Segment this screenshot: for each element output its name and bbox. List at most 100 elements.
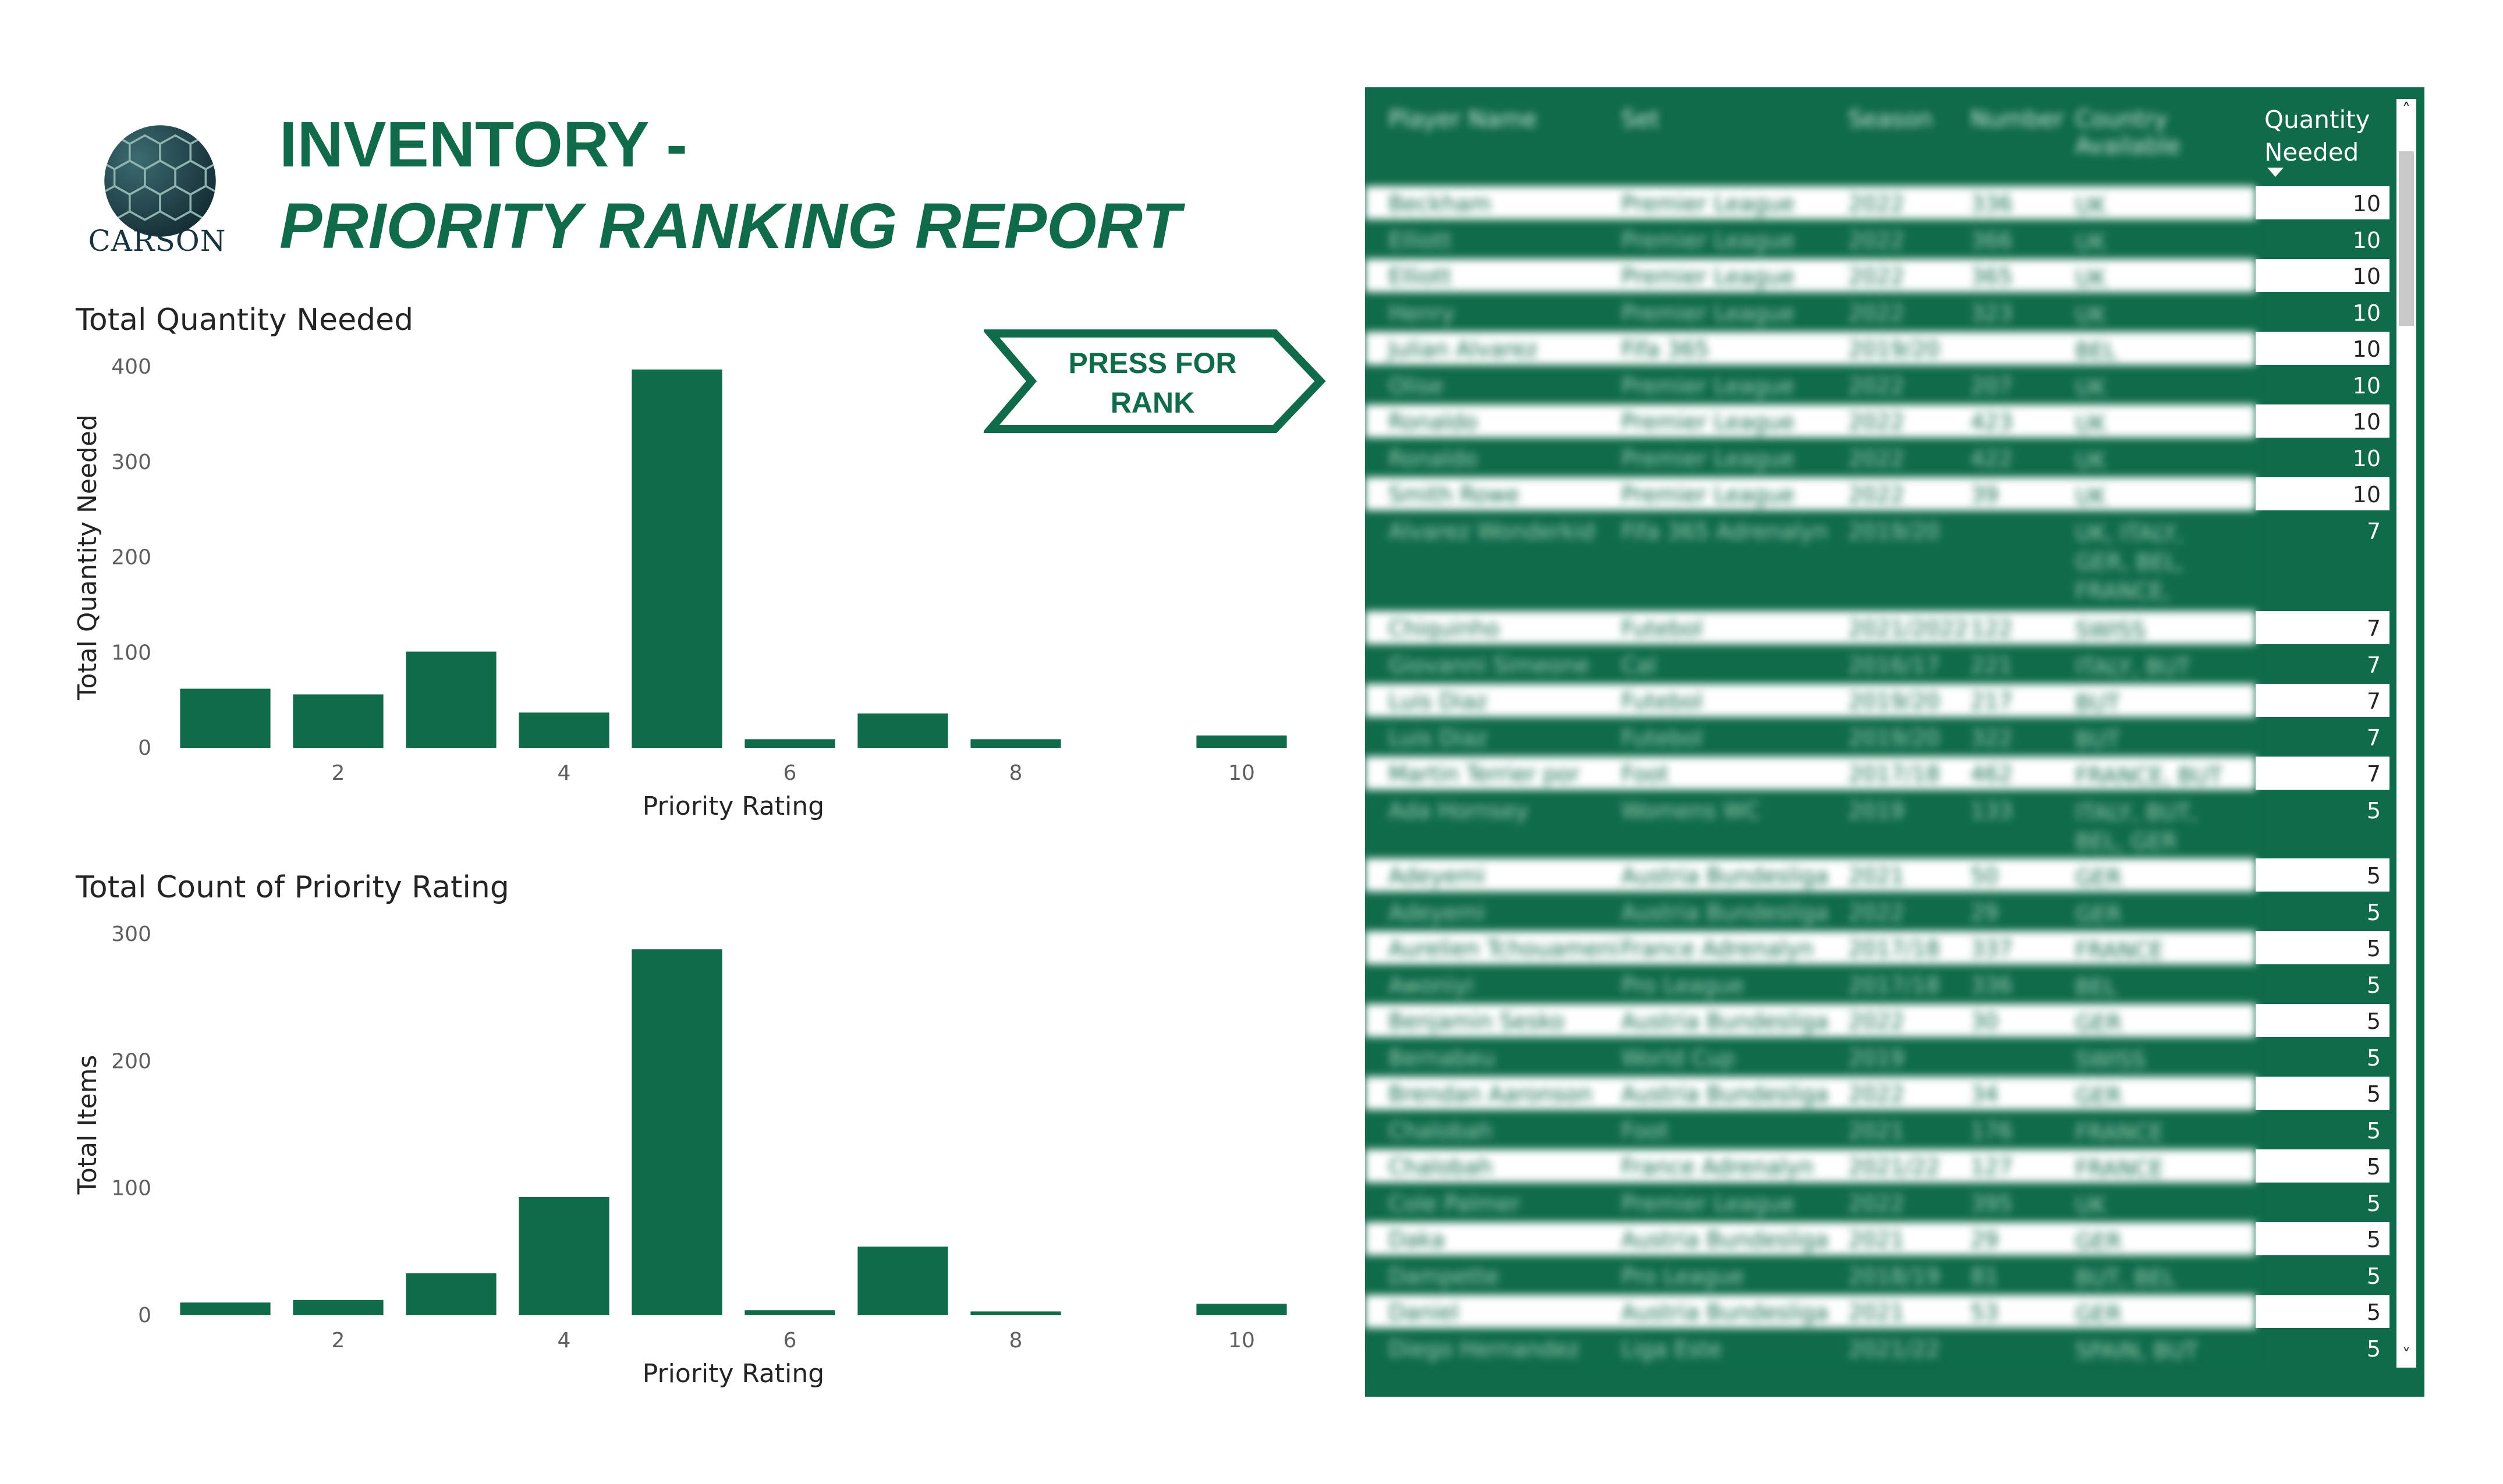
- chart-bar[interactable]: [519, 1197, 609, 1315]
- table-cell: FRANCE: [2075, 1156, 2164, 1181]
- chart-bar[interactable]: [857, 713, 948, 748]
- table-cell: Chiquinho: [1388, 616, 1500, 641]
- chart-bar[interactable]: [1196, 1304, 1287, 1315]
- table-cell: 2021: [1848, 863, 1905, 889]
- table-row[interactable]: [1365, 259, 2256, 292]
- table-row[interactable]: [1365, 1331, 2256, 1364]
- y-tick-label: 0: [138, 1304, 151, 1327]
- table-cell: 2021: [1848, 1117, 1905, 1144]
- table-cell: Luis Diaz: [1388, 725, 1488, 751]
- chart-bar[interactable]: [406, 1273, 497, 1315]
- table-row[interactable]: [1365, 222, 2256, 255]
- table-row[interactable]: [1365, 967, 2256, 1000]
- priority-table[interactable]: Player Name Set Season Number Country Availa…: [1365, 87, 2424, 1397]
- table-row[interactable]: [1365, 186, 2256, 219]
- chart-bar[interactable]: [180, 688, 271, 748]
- quantity-needed-cell: 5: [2366, 936, 2381, 961]
- table-cell: Adeyemi: [1388, 863, 1486, 889]
- table-row[interactable]: [1365, 1222, 2256, 1255]
- table-row[interactable]: [1365, 295, 2256, 328]
- quantity-needed-cell: 10: [2352, 191, 2381, 216]
- table-cell: Premier League: [1621, 1190, 1795, 1216]
- sort-descending-icon[interactable]: [2267, 168, 2284, 177]
- table-row[interactable]: [1365, 793, 2256, 855]
- x-axis-label: Priority Rating: [643, 791, 824, 821]
- chart-bar[interactable]: [406, 651, 497, 748]
- chart-bar[interactable]: [632, 369, 722, 748]
- table-row[interactable]: [1365, 1077, 2256, 1110]
- table-row[interactable]: [1365, 404, 2256, 438]
- column-header-quantity-needed[interactable]: Quantity Needed: [2264, 105, 2370, 166]
- table-cell: Futebol: [1621, 725, 1703, 751]
- table-row[interactable]: [1365, 858, 2256, 892]
- quantity-needed-cell: 5: [2366, 1190, 2381, 1216]
- table-row[interactable]: [1365, 931, 2256, 964]
- chart-bar[interactable]: [857, 1247, 948, 1315]
- scroll-up-icon[interactable]: ˄: [2402, 100, 2411, 120]
- table-cell: Foot: [1621, 761, 1669, 787]
- table-row[interactable]: [1365, 647, 2256, 680]
- table-cell: 127: [1970, 1154, 2013, 1180]
- table-row[interactable]: [1365, 720, 2256, 753]
- table-cell: 53: [1970, 1300, 1999, 1325]
- table-cell: Giovanni Simeone: [1388, 652, 1590, 678]
- table-row[interactable]: [1365, 1113, 2256, 1146]
- column-header[interactable]: Number: [1970, 106, 2064, 133]
- chart-bar[interactable]: [180, 1302, 271, 1315]
- table-cell: Premier League: [1621, 482, 1795, 507]
- table-cell: Bernabeu: [1388, 1045, 1495, 1071]
- page-title: INVENTORY -: [279, 109, 687, 180]
- chart-bar[interactable]: [744, 739, 835, 748]
- chart-bar[interactable]: [519, 712, 609, 748]
- chart-bar[interactable]: [970, 1311, 1061, 1315]
- table-cell: 122: [1970, 616, 2013, 641]
- quantity-needed-cell: 10: [2352, 445, 2381, 471]
- table-row[interactable]: [1365, 1040, 2256, 1073]
- chart-bar[interactable]: [293, 1300, 384, 1315]
- chart-bar[interactable]: [293, 694, 384, 748]
- scroll-thumb[interactable]: [2399, 151, 2414, 326]
- quantity-needed-cell: 7: [2366, 761, 2381, 787]
- chart-bar[interactable]: [1196, 735, 1287, 748]
- table-cell: Premier League: [1621, 227, 1795, 253]
- table-row[interactable]: [1365, 1258, 2256, 1291]
- table-row[interactable]: [1365, 894, 2256, 928]
- table-cell: Daniel: [1388, 1300, 1459, 1325]
- quantity-needed-cell: 5: [2366, 1009, 2381, 1034]
- quantity-cell-bg: [2256, 611, 2389, 644]
- column-header[interactable]: Player Name: [1388, 106, 1537, 133]
- table-row[interactable]: [1365, 611, 2256, 644]
- table-row[interactable]: [1365, 1004, 2256, 1037]
- x-axis-label: Priority Rating: [643, 1359, 824, 1389]
- table-cell: Beckham: [1388, 191, 1491, 216]
- quantity-needed-cell: 7: [2366, 616, 2381, 641]
- table-cell: 2019/20: [1848, 518, 1940, 544]
- table-cell: Premier League: [1621, 300, 1795, 326]
- chart-bar[interactable]: [744, 1310, 835, 1315]
- table-row[interactable]: [1365, 332, 2256, 365]
- table-row[interactable]: [1365, 477, 2256, 510]
- table-row[interactable]: [1365, 368, 2256, 401]
- table-row[interactable]: [1365, 1149, 2256, 1183]
- table-cell: 395: [1970, 1190, 2013, 1216]
- table-row[interactable]: [1365, 757, 2256, 790]
- quantity-needed-cell: 10: [2352, 482, 2381, 507]
- table-cell: FRANCE: [2075, 938, 2164, 963]
- chart-bar[interactable]: [632, 949, 722, 1315]
- table-cell: 29: [1970, 1227, 1999, 1252]
- table-row[interactable]: [1365, 684, 2256, 717]
- column-header[interactable]: Season: [1848, 106, 1933, 133]
- table-row[interactable]: [1365, 1295, 2256, 1328]
- chart-bar[interactable]: [970, 739, 1061, 748]
- table-row[interactable]: [1365, 1185, 2256, 1219]
- press-for-rank-button[interactable]: [984, 329, 1327, 434]
- quantity-needed-cell: 7: [2366, 725, 2381, 751]
- column-header[interactable]: Set: [1621, 106, 1660, 133]
- table-cell: Pro League: [1621, 972, 1745, 998]
- table-scrollbar[interactable]: ˄ ˅: [2396, 99, 2416, 1368]
- column-header[interactable]: Country Available: [2075, 106, 2181, 159]
- table-row[interactable]: [1365, 441, 2256, 474]
- quantity-needed-cell: 10: [2352, 372, 2381, 399]
- scroll-down-icon[interactable]: ˅: [2402, 1345, 2411, 1366]
- table-row[interactable]: [1365, 513, 2256, 608]
